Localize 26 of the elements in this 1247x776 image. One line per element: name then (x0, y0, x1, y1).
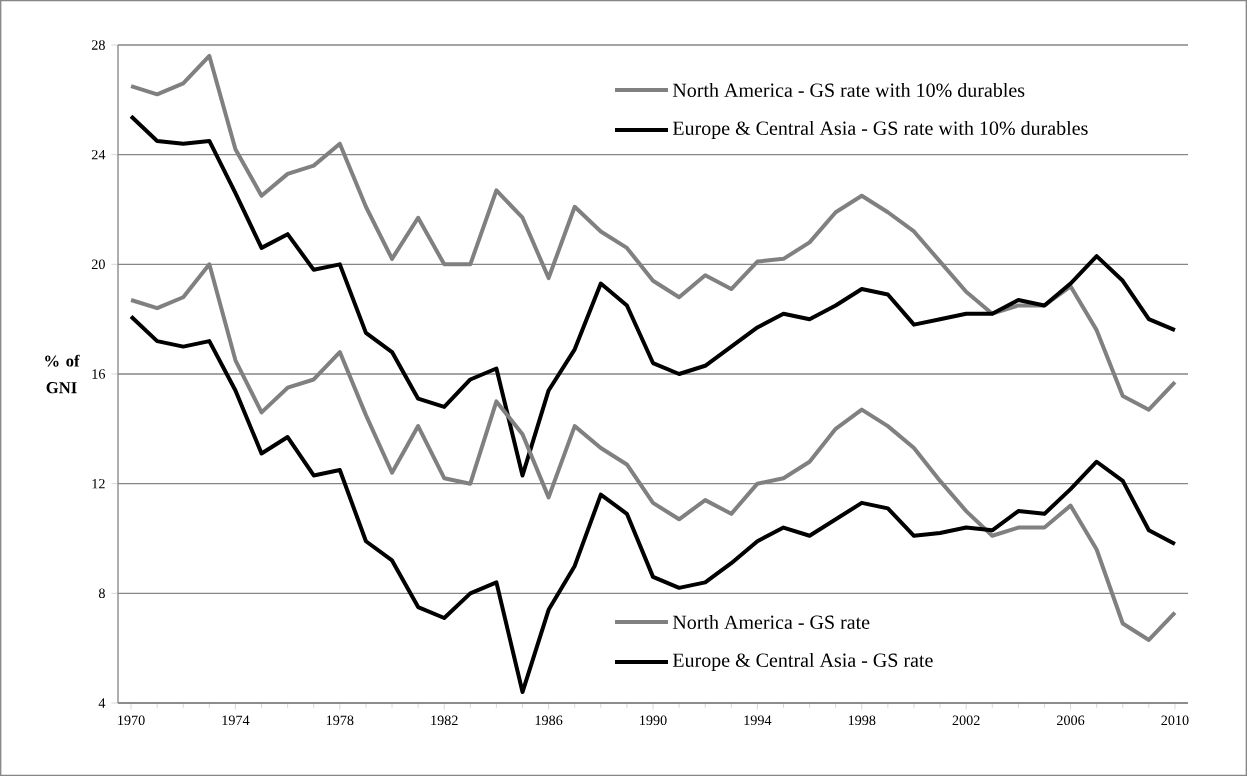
x-tick-label: 1998 (848, 715, 876, 726)
x-tick-label: 1994 (744, 715, 772, 726)
legend-label: North America - GS rate with 10% durables (672, 82, 1025, 98)
x-tick-label: 2010 (1161, 715, 1189, 726)
y-axis-title: % of GNI (45, 354, 80, 394)
legend-label: North America - GS rate (672, 614, 870, 630)
x-tick-label: 1982 (431, 715, 458, 726)
x-tick-label: 2002 (952, 715, 980, 726)
line-series (129, 262, 1177, 642)
line-series (129, 53, 1177, 412)
y-tick-label: 24 (91, 149, 106, 160)
x-tick-label: 1970 (118, 715, 145, 726)
legend-label: Europe & Central Asia - GS rate (672, 652, 933, 672)
x-tick-label: 1978 (326, 715, 354, 726)
x-tick-label: 2006 (1057, 715, 1085, 726)
y-tick-label: 16 (92, 369, 106, 379)
y-tick-label: 12 (92, 478, 105, 489)
line-series (129, 114, 1177, 478)
x-tick-label: 1986 (535, 715, 563, 726)
y-tick-label: 8 (98, 588, 105, 599)
y-tick-label: 4 (98, 698, 106, 708)
legend-label: Europe & Central Asia - GS rate with 10% durables (672, 120, 1088, 140)
x-tick-label: 1974 (222, 715, 250, 726)
y-tick-label: 20 (91, 259, 105, 270)
y-tick-label: 28 (91, 40, 105, 50)
x-tick-label: 1990 (640, 715, 667, 726)
